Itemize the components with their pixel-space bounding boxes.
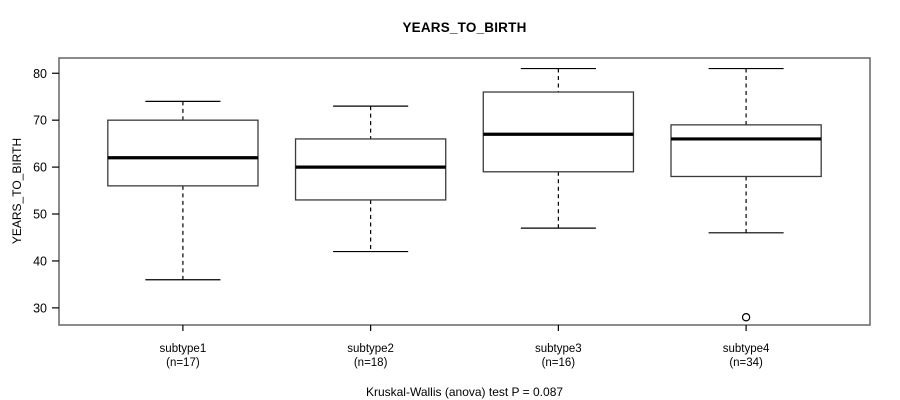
stats-caption: Kruskal-Wallis (anova) test P = 0.087 <box>365 385 564 399</box>
group-sublabel: (n=17) <box>166 357 200 369</box>
group-label: subtype1 <box>160 343 207 355</box>
group-label: subtype2 <box>347 343 394 355</box>
y-tick-label: 30 <box>33 301 47 315</box>
plot-frame <box>58 57 871 326</box>
iqr-box <box>482 91 635 173</box>
iqr-box <box>294 138 447 201</box>
iqr-box <box>107 119 259 187</box>
y-tick-label: 60 <box>33 161 47 175</box>
group-sublabel: (n=34) <box>729 357 763 369</box>
group-label: subtype3 <box>535 343 582 355</box>
group-label: subtype4 <box>723 343 770 355</box>
outlier-point <box>741 313 751 322</box>
iqr-box <box>670 124 822 178</box>
chart-title: YEARS_TO_BIRTH <box>402 20 527 35</box>
y-tick-label: 50 <box>33 208 47 222</box>
y-tick-label: 80 <box>33 67 47 81</box>
group-sublabel: (n=18) <box>354 357 388 369</box>
y-tick-label: 70 <box>33 114 47 128</box>
group-sublabel: (n=16) <box>542 357 576 369</box>
y-tick-label: 40 <box>33 254 47 268</box>
